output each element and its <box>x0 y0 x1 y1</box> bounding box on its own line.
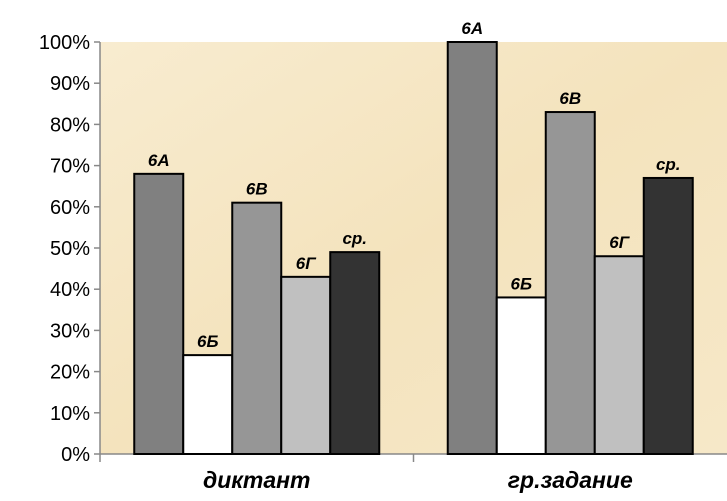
bar <box>642 176 694 456</box>
bar <box>593 255 645 455</box>
data-label: 6Б <box>197 332 219 351</box>
data-label: 6В <box>559 89 581 108</box>
y-tick-label: 80% <box>50 114 90 136</box>
bar <box>495 296 547 455</box>
category-label: гр.задание <box>508 467 633 493</box>
bar <box>280 275 332 455</box>
data-labels-group: 6А 6Б 6В 6Г ср. 6А 6Б 6В 6Г ср. <box>148 19 681 351</box>
data-label: 6А <box>148 151 170 170</box>
y-tick-label: 40% <box>50 279 90 301</box>
y-tick-label: 90% <box>50 73 90 95</box>
bar <box>182 354 234 455</box>
category-labels-group: диктант гр.задание <box>99 454 633 493</box>
bars-group <box>133 41 694 456</box>
data-label: 6Г <box>296 254 317 273</box>
bar <box>446 41 498 455</box>
data-label: 6В <box>246 180 268 199</box>
y-tick-label: 30% <box>50 320 90 342</box>
data-label: 6Б <box>511 274 533 293</box>
data-label: ср. <box>656 155 681 174</box>
y-tick-label: 60% <box>50 197 90 219</box>
category-label: диктант <box>203 467 311 493</box>
data-label: ср. <box>342 229 367 248</box>
bar <box>544 111 596 455</box>
bar <box>133 172 185 455</box>
y-tick-label: 50% <box>50 238 90 260</box>
data-label: 6Г <box>609 233 630 252</box>
y-tick-label: 10% <box>50 403 90 425</box>
y-tick-label: 20% <box>50 362 90 384</box>
y-axis-ticks: 0% 10% 20% 30% 40% 50% 60% 70% 80% 90% 100% <box>39 32 100 466</box>
y-tick-label: 0% <box>61 444 90 466</box>
bar <box>231 201 283 455</box>
y-tick-label: 70% <box>50 156 90 178</box>
y-tick-label: 100% <box>39 32 90 54</box>
data-label: 6А <box>461 19 483 38</box>
bar <box>329 251 381 455</box>
